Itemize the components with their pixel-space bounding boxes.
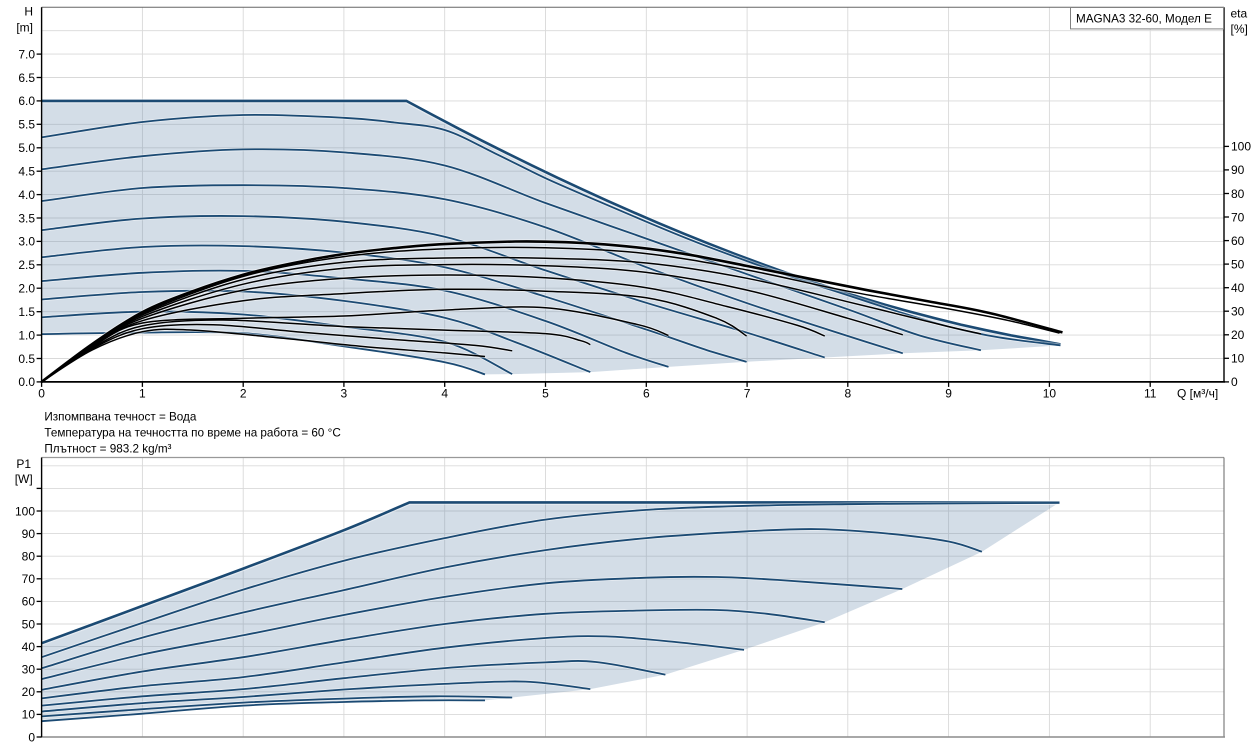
svg-text:20: 20 xyxy=(22,685,36,699)
svg-text:P1: P1 xyxy=(16,457,31,471)
svg-text:60: 60 xyxy=(22,595,36,609)
svg-text:3.5: 3.5 xyxy=(18,211,35,225)
svg-text:eta: eta xyxy=(1231,7,1248,21)
svg-text:11: 11 xyxy=(1144,387,1157,401)
svg-text:6.0: 6.0 xyxy=(18,94,35,108)
svg-text:70: 70 xyxy=(22,572,36,586)
svg-text:2.5: 2.5 xyxy=(18,258,35,272)
svg-text:H: H xyxy=(24,5,33,19)
svg-text:MAGNA3 32-60, Модел E: MAGNA3 32-60, Модел E xyxy=(1076,13,1212,26)
svg-text:20: 20 xyxy=(1231,328,1245,342)
svg-text:0.5: 0.5 xyxy=(18,352,35,366)
svg-text:Изпомпвана течност = Вода: Изпомпвана течност = Вода xyxy=(44,410,196,423)
svg-text:[m]: [m] xyxy=(16,21,33,35)
svg-text:10: 10 xyxy=(1231,352,1245,366)
svg-text:100: 100 xyxy=(15,504,35,518)
svg-text:0: 0 xyxy=(28,730,35,744)
svg-text:Температура на течността по вр: Температура на течността по време на раб… xyxy=(44,426,340,439)
svg-text:0: 0 xyxy=(38,387,45,401)
svg-text:90: 90 xyxy=(22,527,36,541)
svg-text:30: 30 xyxy=(22,663,36,677)
svg-text:30: 30 xyxy=(1231,305,1245,319)
svg-text:0.0: 0.0 xyxy=(18,375,35,389)
svg-text:1.5: 1.5 xyxy=(18,305,35,319)
svg-text:5.0: 5.0 xyxy=(18,141,35,155)
svg-text:8: 8 xyxy=(844,387,851,401)
svg-text:5: 5 xyxy=(542,387,549,401)
svg-text:4.5: 4.5 xyxy=(18,165,35,179)
svg-text:[%]: [%] xyxy=(1231,22,1248,36)
svg-text:2.0: 2.0 xyxy=(18,282,35,296)
svg-text:Плътност = 983.2 kg/m³: Плътност = 983.2 kg/m³ xyxy=(44,442,171,455)
svg-text:[W]: [W] xyxy=(15,472,33,486)
svg-text:5.5: 5.5 xyxy=(18,118,35,132)
svg-text:90: 90 xyxy=(1231,163,1245,177)
svg-text:80: 80 xyxy=(22,550,36,564)
svg-text:9: 9 xyxy=(945,387,952,401)
svg-text:0: 0 xyxy=(1231,375,1238,389)
svg-text:7.0: 7.0 xyxy=(18,47,35,61)
svg-text:4.0: 4.0 xyxy=(18,188,35,202)
svg-text:50: 50 xyxy=(22,617,36,631)
svg-text:10: 10 xyxy=(1043,387,1057,401)
svg-text:70: 70 xyxy=(1231,210,1245,224)
svg-text:80: 80 xyxy=(1231,187,1245,201)
svg-text:40: 40 xyxy=(22,640,36,654)
svg-text:4: 4 xyxy=(441,387,448,401)
svg-text:50: 50 xyxy=(1231,257,1245,271)
svg-text:6: 6 xyxy=(643,387,650,401)
svg-text:60: 60 xyxy=(1231,234,1245,248)
svg-text:3: 3 xyxy=(341,387,348,401)
svg-text:100: 100 xyxy=(1231,140,1251,154)
svg-text:7: 7 xyxy=(744,387,751,401)
svg-text:1: 1 xyxy=(139,387,146,401)
svg-text:10: 10 xyxy=(22,708,36,722)
svg-text:40: 40 xyxy=(1231,281,1245,295)
svg-text:1.0: 1.0 xyxy=(18,328,35,342)
svg-text:3.0: 3.0 xyxy=(18,235,35,249)
svg-text:Q [м³/ч]: Q [м³/ч] xyxy=(1177,387,1218,401)
svg-text:6.5: 6.5 xyxy=(18,71,35,85)
svg-text:2: 2 xyxy=(240,387,247,401)
